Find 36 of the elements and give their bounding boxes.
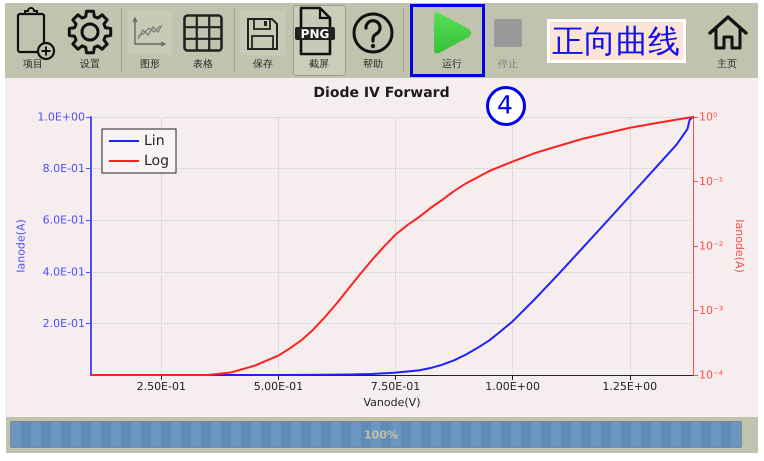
text: 正向曲线 [552, 23, 680, 59]
text: 帮助 [363, 59, 383, 70]
text: 100% [364, 428, 398, 442]
chart-title: Diode IV Forward [313, 85, 450, 101]
y-tick-label: 8.0E-01 [42, 162, 85, 176]
y-tick-label: 1.0E+00 [37, 110, 85, 124]
text: 设置 [80, 59, 100, 70]
y-tick-label: 4.0E-01 [42, 265, 85, 278]
text: 图形 [140, 59, 160, 70]
y2-tick-label: 10⁰ [699, 110, 718, 124]
text: 表格 [193, 59, 213, 70]
x-axis-title: Vanode(V) [364, 396, 420, 409]
text: PNG [300, 27, 330, 41]
text: 主页 [717, 59, 737, 70]
x-tick-label: 1.00E+00 [485, 380, 540, 393]
y2-axis-title: Ianode(A) [733, 219, 746, 273]
y-tick-label: 6.0E-01 [42, 214, 85, 227]
y2-tick-label: 10⁻² [699, 240, 724, 252]
y2-tick-label: 10⁻¹ [699, 175, 724, 188]
y2-tick-label: 10⁻³ [699, 304, 724, 317]
x-tick-label: 7.50E-01 [370, 380, 420, 393]
x-tick-label: 1.25E+00 [602, 380, 658, 393]
x-tick-label: 5.00E-01 [254, 380, 304, 393]
y-tick-label: 2.0E-01 [42, 316, 85, 330]
legend-label: Log [144, 153, 170, 169]
text: 项目 [23, 59, 43, 70]
annotation: 4 [497, 90, 513, 120]
text: 保存 [253, 59, 273, 70]
y2-tick-label: 10⁻⁴ [699, 368, 724, 382]
y-axis-title: Ianode(A) [14, 219, 28, 273]
text: 停止 [498, 59, 518, 70]
legend-label: Lin [144, 133, 165, 149]
x-tick-label: 2.50E-01 [136, 380, 186, 393]
line-series [90, 116, 694, 376]
text: 运行 [442, 59, 462, 70]
text: 截屏 [309, 59, 329, 70]
